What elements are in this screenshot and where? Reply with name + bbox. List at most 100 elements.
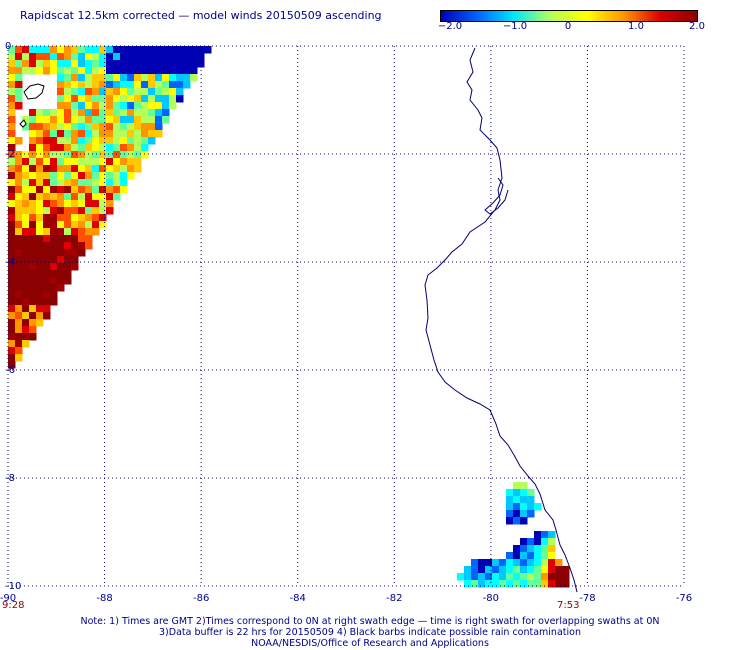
swath-cell [15, 221, 23, 229]
swath-cell [548, 538, 556, 546]
swath-cell [64, 221, 72, 229]
swath-cell [36, 53, 44, 61]
swath-cell [85, 109, 93, 117]
swath-cell [71, 81, 79, 89]
swath-cell [92, 95, 100, 103]
swath-cell [92, 74, 100, 82]
swath-cell [127, 158, 135, 166]
swath-cell [8, 81, 16, 89]
swath-cell [64, 60, 72, 68]
swath-cell [548, 566, 556, 574]
swath-cell [155, 46, 163, 54]
swath-cell [36, 193, 44, 201]
swath-cell [85, 102, 93, 110]
swath-cell [120, 137, 128, 145]
swath-cell [134, 130, 142, 138]
swath-cell [113, 123, 121, 131]
swath-cell [85, 235, 93, 243]
swath-cell [99, 158, 107, 166]
swath-cell [50, 46, 58, 54]
swath-cell [29, 200, 37, 208]
swath-cell [8, 179, 16, 187]
swath-cell [43, 137, 51, 145]
swath-cell [85, 242, 93, 250]
swath-cell [169, 67, 177, 75]
swath-cell [15, 228, 23, 236]
swath-cell [15, 298, 23, 306]
swath-cell [29, 137, 37, 145]
coastline [424, 47, 578, 593]
swath-cell [169, 81, 177, 89]
swath-cell [8, 263, 16, 271]
swath-cell [15, 270, 23, 278]
swath-cell [8, 207, 16, 215]
swath-cell [106, 109, 114, 117]
colorbar-tick: 2.0 [689, 21, 705, 32]
swath-cell [464, 580, 472, 588]
swath-cell [141, 95, 149, 103]
swath-cell [78, 46, 86, 54]
swath-cell [22, 270, 30, 278]
note-line-2: 3)Data buffer is 22 hrs for 20150509 4) … [159, 627, 581, 638]
swath-cell [134, 137, 142, 145]
swath-cell [92, 214, 100, 222]
swath-cell [8, 137, 16, 145]
swath-cell [29, 172, 37, 180]
swath-cell [50, 242, 58, 250]
swath-cell [155, 116, 163, 124]
swath-cell [22, 291, 30, 299]
swath-cell [562, 580, 570, 588]
swath-cell [527, 545, 535, 553]
swath-cell [141, 53, 149, 61]
swath-cell [8, 326, 16, 334]
swath-cell [43, 221, 51, 229]
swath-cell [527, 510, 535, 518]
swath-cell [50, 221, 58, 229]
swath-cell [43, 249, 51, 257]
swath-cell [141, 151, 149, 159]
swath-cell [127, 172, 135, 180]
swath-cell [8, 305, 16, 313]
swath-cell [22, 172, 30, 180]
swath-cell [15, 284, 23, 292]
note-line-1: Note: 1) Times are GMT 2)Times correspon… [80, 616, 660, 627]
swath-cell [22, 165, 30, 173]
swath-cell [148, 46, 156, 54]
swath-cell [162, 88, 170, 96]
swath-cell [22, 186, 30, 194]
swath-cell [78, 249, 86, 257]
map-title: Rapidscat 12.5km corrected — model winds… [20, 9, 382, 22]
swath-cell [64, 277, 72, 285]
swath-cell [71, 263, 79, 271]
swath-cell [162, 116, 170, 124]
swath-cell [534, 573, 542, 581]
swath-cell [113, 186, 121, 194]
swath-cell [113, 95, 121, 103]
swath-cell [85, 214, 93, 222]
swath-cell [85, 46, 93, 54]
swath-cell [176, 95, 184, 103]
swath-cell [134, 109, 142, 117]
swath-cell [534, 545, 542, 553]
swath-cell [57, 200, 65, 208]
swath-cell [71, 186, 79, 194]
swath-cell [8, 67, 16, 75]
swath-cell [541, 566, 549, 574]
swath-cell [113, 158, 121, 166]
swath-cell [29, 305, 37, 313]
swath-cell [43, 193, 51, 201]
swath-cell [127, 130, 135, 138]
swath-cell [169, 46, 177, 54]
swath-cell [148, 102, 156, 110]
swath-cell [29, 158, 37, 166]
swath-cell [64, 200, 72, 208]
swath-cell [127, 137, 135, 145]
swath-cell [99, 88, 107, 96]
swath-cell [127, 53, 135, 61]
swath-cell [113, 67, 121, 75]
swath-cell [148, 88, 156, 96]
swath-cell [134, 67, 142, 75]
swath-cell [22, 60, 30, 68]
swath-cell [57, 214, 65, 222]
swath-cell [85, 172, 93, 180]
